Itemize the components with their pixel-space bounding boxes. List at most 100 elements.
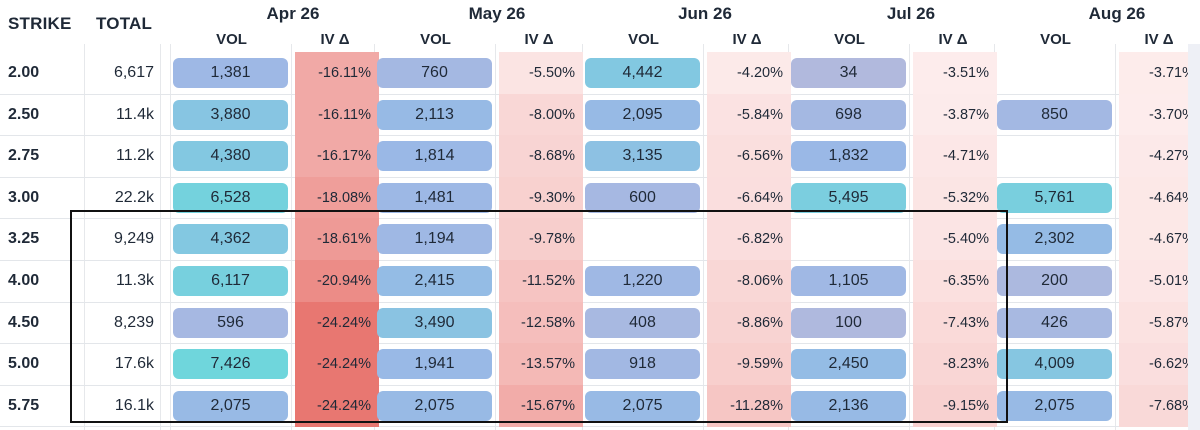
vol-pill[interactable]: 5,495 — [791, 182, 906, 213]
vol-pill[interactable]: 2,075 — [377, 390, 492, 421]
iv-delta-cell[interactable]: -11.28% — [707, 384, 791, 427]
iv-delta-cell[interactable]: -5.01% — [1119, 260, 1200, 302]
iv-delta-cell[interactable]: -5.84% — [707, 93, 791, 136]
iv-delta-cell[interactable]: -6.62% — [1119, 343, 1200, 386]
iv-delta-cell[interactable]: -5.40% — [913, 218, 997, 261]
vol-pill[interactable]: 408 — [585, 307, 700, 338]
highlight-rectangle — [70, 210, 1008, 423]
iv-delta-cell[interactable]: -6.82% — [707, 218, 791, 261]
iv-delta-cell[interactable]: -4.71% — [913, 135, 997, 178]
vol-pill[interactable]: 3,490 — [377, 307, 492, 338]
iv-delta-cell[interactable]: -11.52% — [499, 260, 583, 302]
iv-delta-cell[interactable]: -3.87% — [913, 93, 997, 136]
iv-delta-cell[interactable]: -7.43% — [913, 301, 997, 344]
vol-pill[interactable]: 2,075 — [997, 390, 1112, 421]
vol-pill[interactable]: 1,381 — [173, 58, 288, 88]
iv-delta-cell[interactable]: -3.70% — [1119, 93, 1200, 136]
vol-pill[interactable]: 2,075 — [585, 390, 700, 421]
iv-delta-cell[interactable]: -8.06% — [707, 260, 791, 302]
iv-delta-cell[interactable]: -24.24% — [295, 301, 379, 344]
iv-delta-cell[interactable]: -24.24% — [295, 384, 379, 427]
vol-pill[interactable]: 1,832 — [791, 141, 906, 172]
iv-delta-cell[interactable]: -6.35% — [913, 260, 997, 302]
vol-pill[interactable]: 3,880 — [173, 99, 288, 130]
row-divider — [0, 343, 1200, 345]
iv-delta-cell[interactable]: -16.11% — [295, 93, 379, 136]
vol-pill[interactable]: 1,105 — [791, 266, 906, 296]
strike-cell: 4.00 — [8, 272, 40, 289]
vol-subheader: VOL — [628, 31, 659, 48]
vol-pill[interactable]: 2,302 — [997, 224, 1112, 255]
iv-delta-cell[interactable]: -20.94% — [295, 260, 379, 302]
total-cell: 11.4k — [116, 105, 154, 123]
strike-cell: 4.50 — [8, 313, 40, 331]
vol-pill[interactable]: 850 — [997, 99, 1112, 130]
iv-delta-cell[interactable]: -13.57% — [499, 343, 583, 386]
vol-pill[interactable]: 200 — [997, 266, 1112, 296]
iv-delta-cell[interactable]: -4.67% — [1119, 218, 1200, 261]
vol-pill[interactable]: 4,362 — [173, 224, 288, 255]
iv-delta-cell[interactable]: -9.15% — [913, 384, 997, 427]
vol-pill[interactable]: 1,941 — [377, 349, 492, 380]
vol-pill[interactable]: 760 — [377, 58, 492, 88]
vol-pill[interactable]: 698 — [791, 99, 906, 130]
vol-pill[interactable]: 6,528 — [173, 182, 288, 213]
iv-delta-cell[interactable]: -5.50% — [499, 52, 583, 94]
iv-delta-cell[interactable]: -12.58% — [499, 301, 583, 344]
iv-delta-cell[interactable]: -6.56% — [707, 135, 791, 178]
iv-delta-cell[interactable]: -7.68% — [1119, 384, 1200, 427]
vol-pill[interactable]: 7,426 — [173, 349, 288, 380]
column-divider — [495, 44, 496, 430]
column-divider — [170, 44, 171, 430]
vol-pill[interactable]: 2,136 — [791, 390, 906, 421]
vol-pill[interactable]: 918 — [585, 349, 700, 380]
vol-pill[interactable]: 3,135 — [585, 141, 700, 172]
vol-pill[interactable]: 2,113 — [377, 99, 492, 130]
iv-delta-cell[interactable]: -4.64% — [1119, 176, 1200, 219]
iv-delta-cell[interactable]: -8.68% — [499, 135, 583, 178]
strike-cell: 5.75 — [8, 396, 40, 414]
iv-delta-cell[interactable]: -16.17% — [295, 135, 379, 178]
vol-pill[interactable]: 1,814 — [377, 141, 492, 172]
vol-pill[interactable]: 596 — [173, 307, 288, 338]
vol-pill[interactable]: 5,761 — [997, 182, 1112, 213]
total-cell: 11.2k — [116, 147, 154, 165]
vol-pill[interactable]: 100 — [791, 307, 906, 338]
column-divider — [1115, 44, 1116, 430]
vol-pill[interactable]: 4,380 — [173, 141, 288, 172]
strike-column-header: STRIKE — [8, 14, 72, 33]
vol-subheader: VOL — [1040, 31, 1071, 48]
column-divider — [909, 44, 910, 430]
vol-pill[interactable]: 4,442 — [585, 58, 700, 88]
vol-pill[interactable]: 600 — [585, 182, 700, 213]
vol-pill[interactable]: 1,194 — [377, 224, 492, 255]
vol-pill[interactable]: 1,220 — [585, 266, 700, 296]
vol-pill[interactable]: 2,075 — [173, 390, 288, 421]
column-divider — [84, 44, 85, 430]
iv-delta-cell[interactable]: -15.67% — [499, 384, 583, 427]
iv-delta-cell[interactable]: -3.51% — [913, 52, 997, 94]
iv-delta-cell[interactable]: -5.87% — [1119, 301, 1200, 344]
iv-delta-cell[interactable]: -9.59% — [707, 343, 791, 386]
iv-delta-cell[interactable]: -8.23% — [913, 343, 997, 386]
vol-pill[interactable]: 426 — [997, 307, 1112, 338]
total-cell: 9,249 — [113, 230, 154, 248]
iv-delta-cell[interactable]: -18.61% — [295, 218, 379, 261]
vol-pill[interactable]: 2,095 — [585, 99, 700, 130]
iv-delta-cell[interactable]: -4.27% — [1119, 135, 1200, 178]
month-header: Jun 26 — [678, 4, 732, 23]
vol-pill[interactable]: 4,009 — [997, 349, 1112, 380]
iv-delta-cell[interactable]: -9.78% — [499, 218, 583, 261]
iv-delta-cell[interactable]: -8.00% — [499, 93, 583, 136]
iv-delta-cell[interactable]: -3.71% — [1119, 52, 1200, 94]
vol-pill[interactable]: 1,481 — [377, 182, 492, 213]
vol-pill[interactable]: 6,117 — [173, 266, 288, 296]
vol-pill[interactable]: 2,415 — [377, 266, 492, 296]
iv-delta-cell[interactable]: -8.86% — [707, 301, 791, 344]
iv-delta-cell[interactable]: -4.20% — [707, 52, 791, 94]
row-divider — [0, 176, 1200, 178]
vol-pill[interactable]: 34 — [791, 58, 906, 88]
iv-delta-cell[interactable]: -16.11% — [295, 52, 379, 94]
iv-delta-cell[interactable]: -24.24% — [295, 343, 379, 386]
vol-pill[interactable]: 2,450 — [791, 349, 906, 380]
